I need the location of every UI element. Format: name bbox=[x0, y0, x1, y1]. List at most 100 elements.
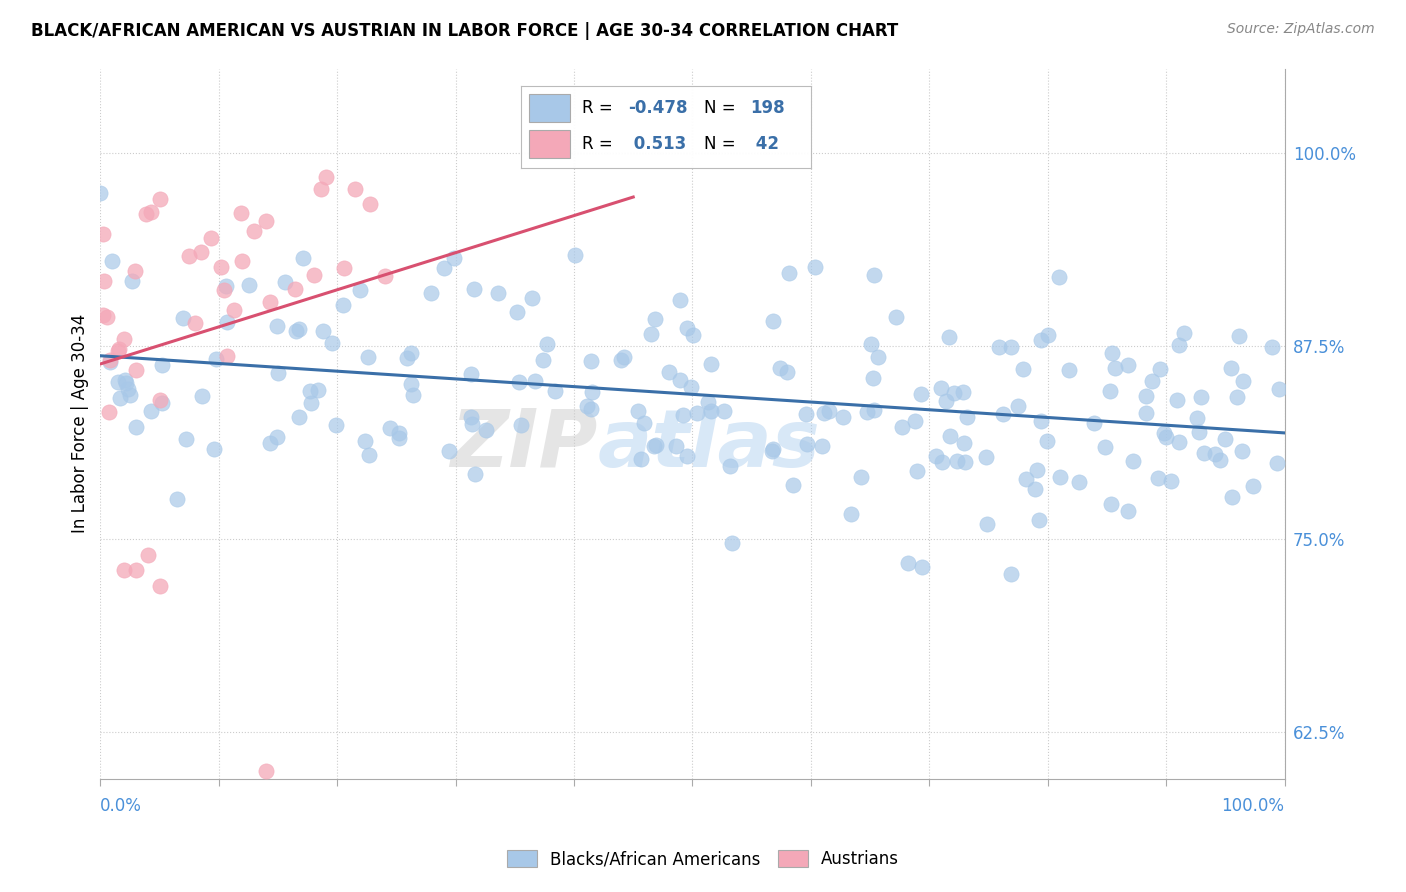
Point bbox=[1187, 411, 1209, 425]
Point bbox=[524, 374, 547, 388]
Point bbox=[107, 375, 129, 389]
Point bbox=[96, 310, 118, 324]
Point bbox=[1267, 456, 1289, 470]
Point bbox=[697, 394, 720, 409]
Point bbox=[1025, 463, 1047, 477]
Point bbox=[1160, 475, 1182, 489]
Point bbox=[1083, 416, 1105, 430]
Point bbox=[510, 417, 533, 432]
Point bbox=[644, 312, 666, 326]
Point bbox=[866, 350, 889, 364]
Point bbox=[862, 371, 884, 385]
Text: Source: ZipAtlas.com: Source: ZipAtlas.com bbox=[1227, 22, 1375, 37]
Point bbox=[150, 358, 173, 372]
Point bbox=[579, 401, 602, 416]
Point bbox=[778, 266, 800, 280]
Point bbox=[938, 330, 960, 344]
Point bbox=[349, 283, 371, 297]
Point bbox=[357, 448, 380, 462]
Point bbox=[1028, 513, 1050, 527]
Point bbox=[1122, 453, 1144, 467]
Point bbox=[1219, 360, 1241, 375]
Point bbox=[1116, 504, 1139, 518]
Point bbox=[856, 405, 879, 419]
Text: ZIP: ZIP bbox=[450, 406, 598, 483]
Point bbox=[720, 536, 742, 550]
Point bbox=[1232, 444, 1254, 458]
Point bbox=[460, 409, 482, 424]
Point bbox=[700, 403, 723, 417]
Point bbox=[166, 491, 188, 506]
Point bbox=[520, 291, 543, 305]
Point bbox=[713, 404, 735, 418]
Point bbox=[672, 408, 695, 422]
Point bbox=[287, 321, 309, 335]
Point bbox=[288, 410, 311, 425]
Point bbox=[849, 469, 872, 483]
Point bbox=[1153, 425, 1175, 440]
Point bbox=[333, 260, 356, 275]
Point bbox=[112, 563, 135, 577]
Point bbox=[209, 260, 232, 275]
Point bbox=[395, 351, 418, 365]
Point bbox=[254, 214, 277, 228]
Point bbox=[115, 376, 138, 390]
Point bbox=[141, 205, 163, 219]
Point bbox=[217, 315, 239, 329]
Point bbox=[813, 406, 835, 420]
Point bbox=[991, 407, 1014, 421]
Point bbox=[955, 410, 977, 425]
Point bbox=[136, 548, 159, 562]
Point bbox=[897, 556, 920, 570]
Point bbox=[1059, 363, 1081, 377]
Point bbox=[581, 384, 603, 399]
Point bbox=[613, 350, 636, 364]
Point bbox=[243, 224, 266, 238]
Point bbox=[285, 324, 308, 338]
Point bbox=[946, 454, 969, 468]
Point bbox=[1260, 340, 1282, 354]
Y-axis label: In Labor Force | Age 30-34: In Labor Force | Age 30-34 bbox=[72, 314, 89, 533]
Point bbox=[818, 404, 841, 418]
Point bbox=[1156, 430, 1178, 444]
Point bbox=[231, 254, 253, 268]
Point bbox=[676, 320, 699, 334]
Point bbox=[315, 169, 337, 184]
Point bbox=[463, 282, 485, 296]
Point bbox=[1227, 329, 1250, 343]
Point bbox=[399, 377, 422, 392]
Point bbox=[804, 260, 827, 275]
Point bbox=[686, 406, 709, 420]
Point bbox=[953, 435, 976, 450]
Point bbox=[437, 443, 460, 458]
Point bbox=[222, 302, 245, 317]
Point bbox=[903, 414, 925, 428]
Point bbox=[100, 352, 122, 367]
Point bbox=[1116, 358, 1139, 372]
Point bbox=[443, 251, 465, 265]
Point bbox=[1104, 360, 1126, 375]
Point bbox=[108, 343, 131, 357]
Point bbox=[202, 442, 225, 456]
Point bbox=[259, 435, 281, 450]
Point bbox=[118, 388, 141, 402]
Point bbox=[610, 352, 633, 367]
Point bbox=[217, 349, 239, 363]
Point bbox=[645, 438, 668, 452]
Point bbox=[718, 458, 741, 473]
Point bbox=[200, 231, 222, 245]
Point bbox=[679, 380, 702, 394]
Point bbox=[307, 384, 329, 398]
Point bbox=[112, 332, 135, 346]
Point bbox=[399, 346, 422, 360]
Point bbox=[124, 420, 146, 434]
Point bbox=[762, 314, 785, 328]
Point bbox=[1135, 406, 1157, 420]
Point bbox=[1000, 567, 1022, 582]
Point bbox=[1149, 361, 1171, 376]
Point bbox=[402, 388, 425, 402]
Point bbox=[149, 192, 172, 206]
Point bbox=[640, 326, 662, 341]
Text: 100.0%: 100.0% bbox=[1222, 797, 1285, 815]
Point bbox=[284, 282, 307, 296]
